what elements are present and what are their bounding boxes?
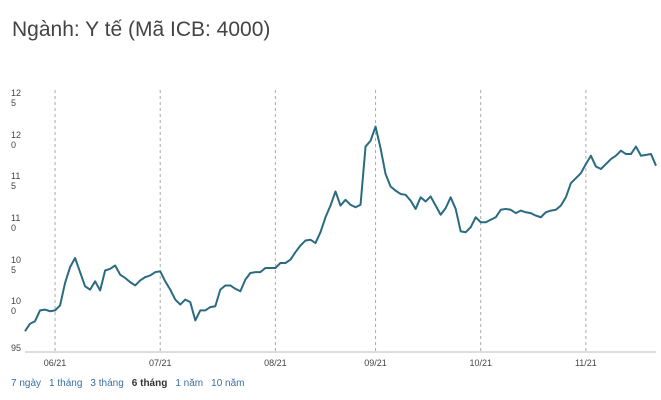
y-tick-label: 100 [11, 296, 22, 317]
range-link[interactable]: 1 năm [175, 378, 204, 389]
range-link[interactable]: 3 tháng [90, 378, 124, 389]
y-tick-label: 95 [11, 342, 22, 353]
y-tick-label: 105 [11, 254, 22, 275]
x-tick-label: 06/21 [44, 358, 67, 368]
x-tick-label: 09/21 [364, 358, 387, 368]
x-tick-label: 10/21 [469, 358, 492, 368]
line [24, 125, 657, 332]
range-link[interactable]: 7 ngày [11, 378, 42, 389]
y-tick-label: 110 [11, 213, 21, 234]
x-tick-label: 08/21 [264, 358, 287, 368]
x-tick-label: 07/21 [149, 358, 172, 368]
y-tick-label: 120 [11, 129, 22, 150]
y-tick-label: 125 [11, 88, 22, 109]
range-link[interactable]: 1 tháng [49, 378, 83, 389]
range-link[interactable]: 10 năm [211, 378, 245, 389]
x-tick-label: 11/21 [575, 358, 597, 368]
range-links: 7 ngày 1 tháng 3 tháng 6 tháng 1 năm 10 năm [11, 378, 253, 389]
title: Ngành: Y tế (Mã ICB: 4000) [12, 18, 271, 41]
y-tick-label: 115 [11, 171, 21, 192]
range-link[interactable]: 6 tháng [131, 378, 168, 389]
